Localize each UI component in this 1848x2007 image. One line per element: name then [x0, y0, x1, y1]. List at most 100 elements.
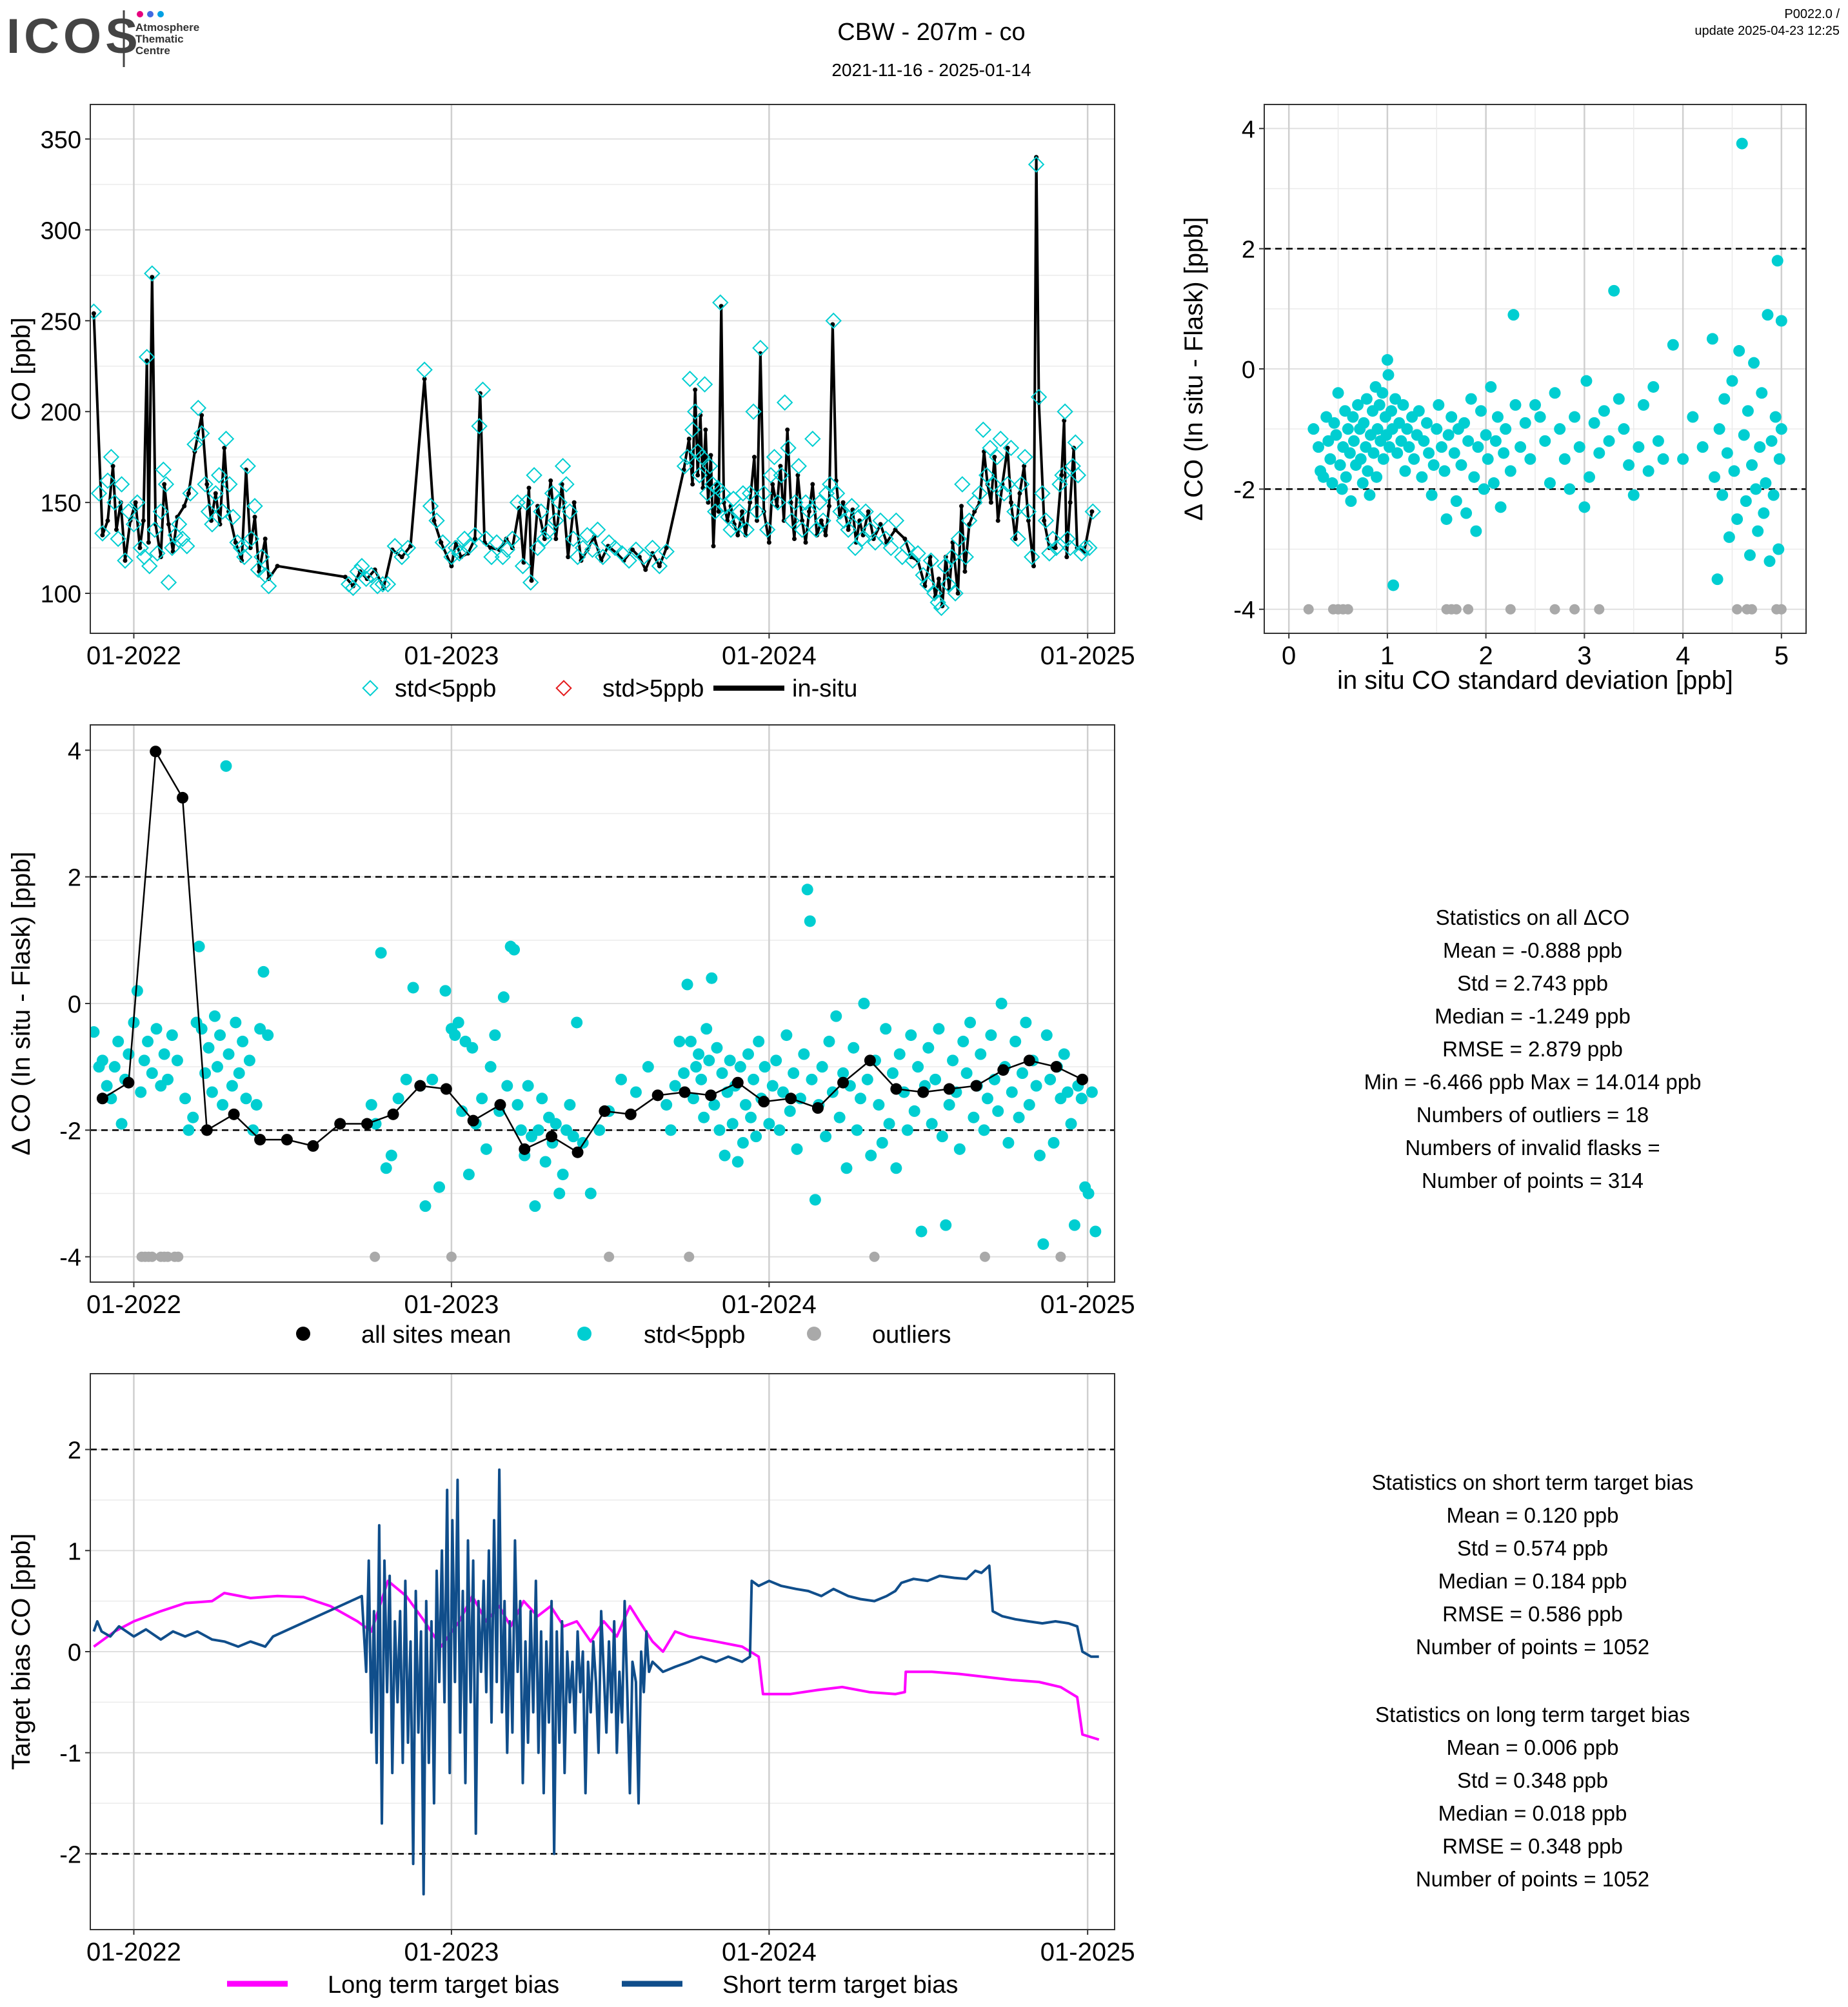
flask-diamond [221, 476, 238, 493]
std-point [1356, 477, 1369, 489]
mean-point [281, 1134, 293, 1146]
delta-timeseries-panel: -4 -2 0 2 4 01-2022 01-2023 01-2024 01-2025 Δ CO … [7, 724, 1135, 1319]
std-point [851, 1124, 863, 1136]
std-point [550, 1118, 562, 1130]
y-tick-label: 2 [1242, 237, 1255, 264]
std-point [731, 1156, 744, 1168]
in-situ-point [1008, 500, 1013, 505]
flask-diamond [741, 485, 759, 502]
flask-diamond [579, 527, 596, 544]
std-point [1426, 489, 1438, 501]
in-situ-point [754, 518, 759, 523]
flask-diamond [488, 534, 505, 551]
std-point [960, 1067, 973, 1079]
in-situ-point [1005, 446, 1010, 451]
std-point [1421, 417, 1433, 429]
flask-diamond [804, 430, 821, 448]
std-point [1387, 579, 1400, 591]
mean-point [467, 1114, 479, 1127]
std-point [1423, 447, 1435, 459]
mean-point [571, 1146, 584, 1158]
std-point [1367, 447, 1380, 459]
flask-diamond [186, 436, 203, 453]
flask-diamond [160, 574, 177, 591]
in-situ-point [735, 533, 740, 538]
std-point [1401, 423, 1413, 435]
flask-diamond [818, 485, 835, 502]
in-situ-point [182, 504, 187, 509]
in-situ-point [703, 427, 708, 432]
std-point [880, 1023, 892, 1035]
flask-diamond [776, 394, 793, 411]
std-point [1448, 447, 1460, 459]
std-point [933, 1023, 945, 1035]
std-point [1713, 423, 1725, 435]
flask-diamond [379, 576, 397, 593]
flask-diamond [915, 567, 931, 584]
flask-diamond [1044, 530, 1061, 548]
flask-diamond [933, 599, 950, 617]
std-point [1539, 435, 1551, 447]
std-point [250, 1099, 263, 1111]
flask-diamond [539, 523, 557, 540]
std-point [848, 1042, 860, 1054]
flask-diamond [825, 312, 842, 330]
std-point [1573, 441, 1585, 453]
std-point [203, 1042, 215, 1054]
std-point [985, 1029, 997, 1042]
std-point [1775, 423, 1787, 435]
std-point [230, 1016, 242, 1029]
flask-diamond [499, 541, 515, 559]
flask-diamond [919, 576, 936, 593]
std-point [1344, 447, 1356, 459]
flask-diamond [232, 539, 250, 557]
flask-diamond [260, 578, 277, 595]
flask-diamond [239, 458, 256, 475]
flask-diamond [690, 443, 706, 460]
flask-diamond [451, 545, 468, 562]
in-situ-point [1053, 546, 1058, 551]
in-situ-point [840, 500, 846, 505]
flask-diamond [363, 567, 380, 584]
std-point [1345, 495, 1357, 507]
flask-diamond [745, 403, 762, 420]
in-situ-point [643, 567, 648, 572]
std-point [1515, 441, 1527, 453]
mean-point [731, 1076, 744, 1089]
std-point [112, 1035, 124, 1047]
flask-diamond [193, 425, 210, 442]
std-point [1326, 477, 1338, 489]
outlier-point [1594, 604, 1605, 615]
mean-point [599, 1105, 611, 1117]
std-point [233, 1067, 245, 1079]
flask-diamond [594, 548, 611, 566]
std-point [1086, 1086, 1098, 1098]
std-point [392, 1092, 404, 1105]
std-point [1764, 555, 1776, 568]
in-situ-point [166, 522, 171, 527]
std-point [1395, 435, 1407, 447]
std-point [1723, 531, 1735, 543]
x-tick-label: 01-2024 [722, 1938, 817, 1966]
std-point [553, 1187, 566, 1200]
in-situ-point [1064, 555, 1069, 560]
mean-point [150, 746, 162, 758]
flask-diamond [1073, 545, 1090, 562]
in-situ-point [967, 522, 972, 527]
std-point [1062, 1086, 1074, 1098]
std-point [883, 1118, 895, 1130]
stats-bias-line: RMSE = 0.586 ppb [1442, 1602, 1623, 1626]
mean-point [997, 1064, 1009, 1076]
std-point [1020, 1016, 1032, 1029]
flask-diamond [1002, 439, 1020, 457]
stats-bias-line: Statistics on short term target bias [1372, 1470, 1694, 1494]
flask-diamond [1077, 539, 1093, 557]
std-point [773, 1124, 786, 1136]
flask-diamond [174, 530, 191, 548]
std-point [1754, 441, 1766, 453]
std-point [193, 940, 205, 953]
std-point [1058, 1048, 1070, 1060]
flask-diamond [1034, 485, 1051, 502]
y-tick-label: 150 [41, 490, 81, 517]
mean-point [1077, 1073, 1089, 1085]
